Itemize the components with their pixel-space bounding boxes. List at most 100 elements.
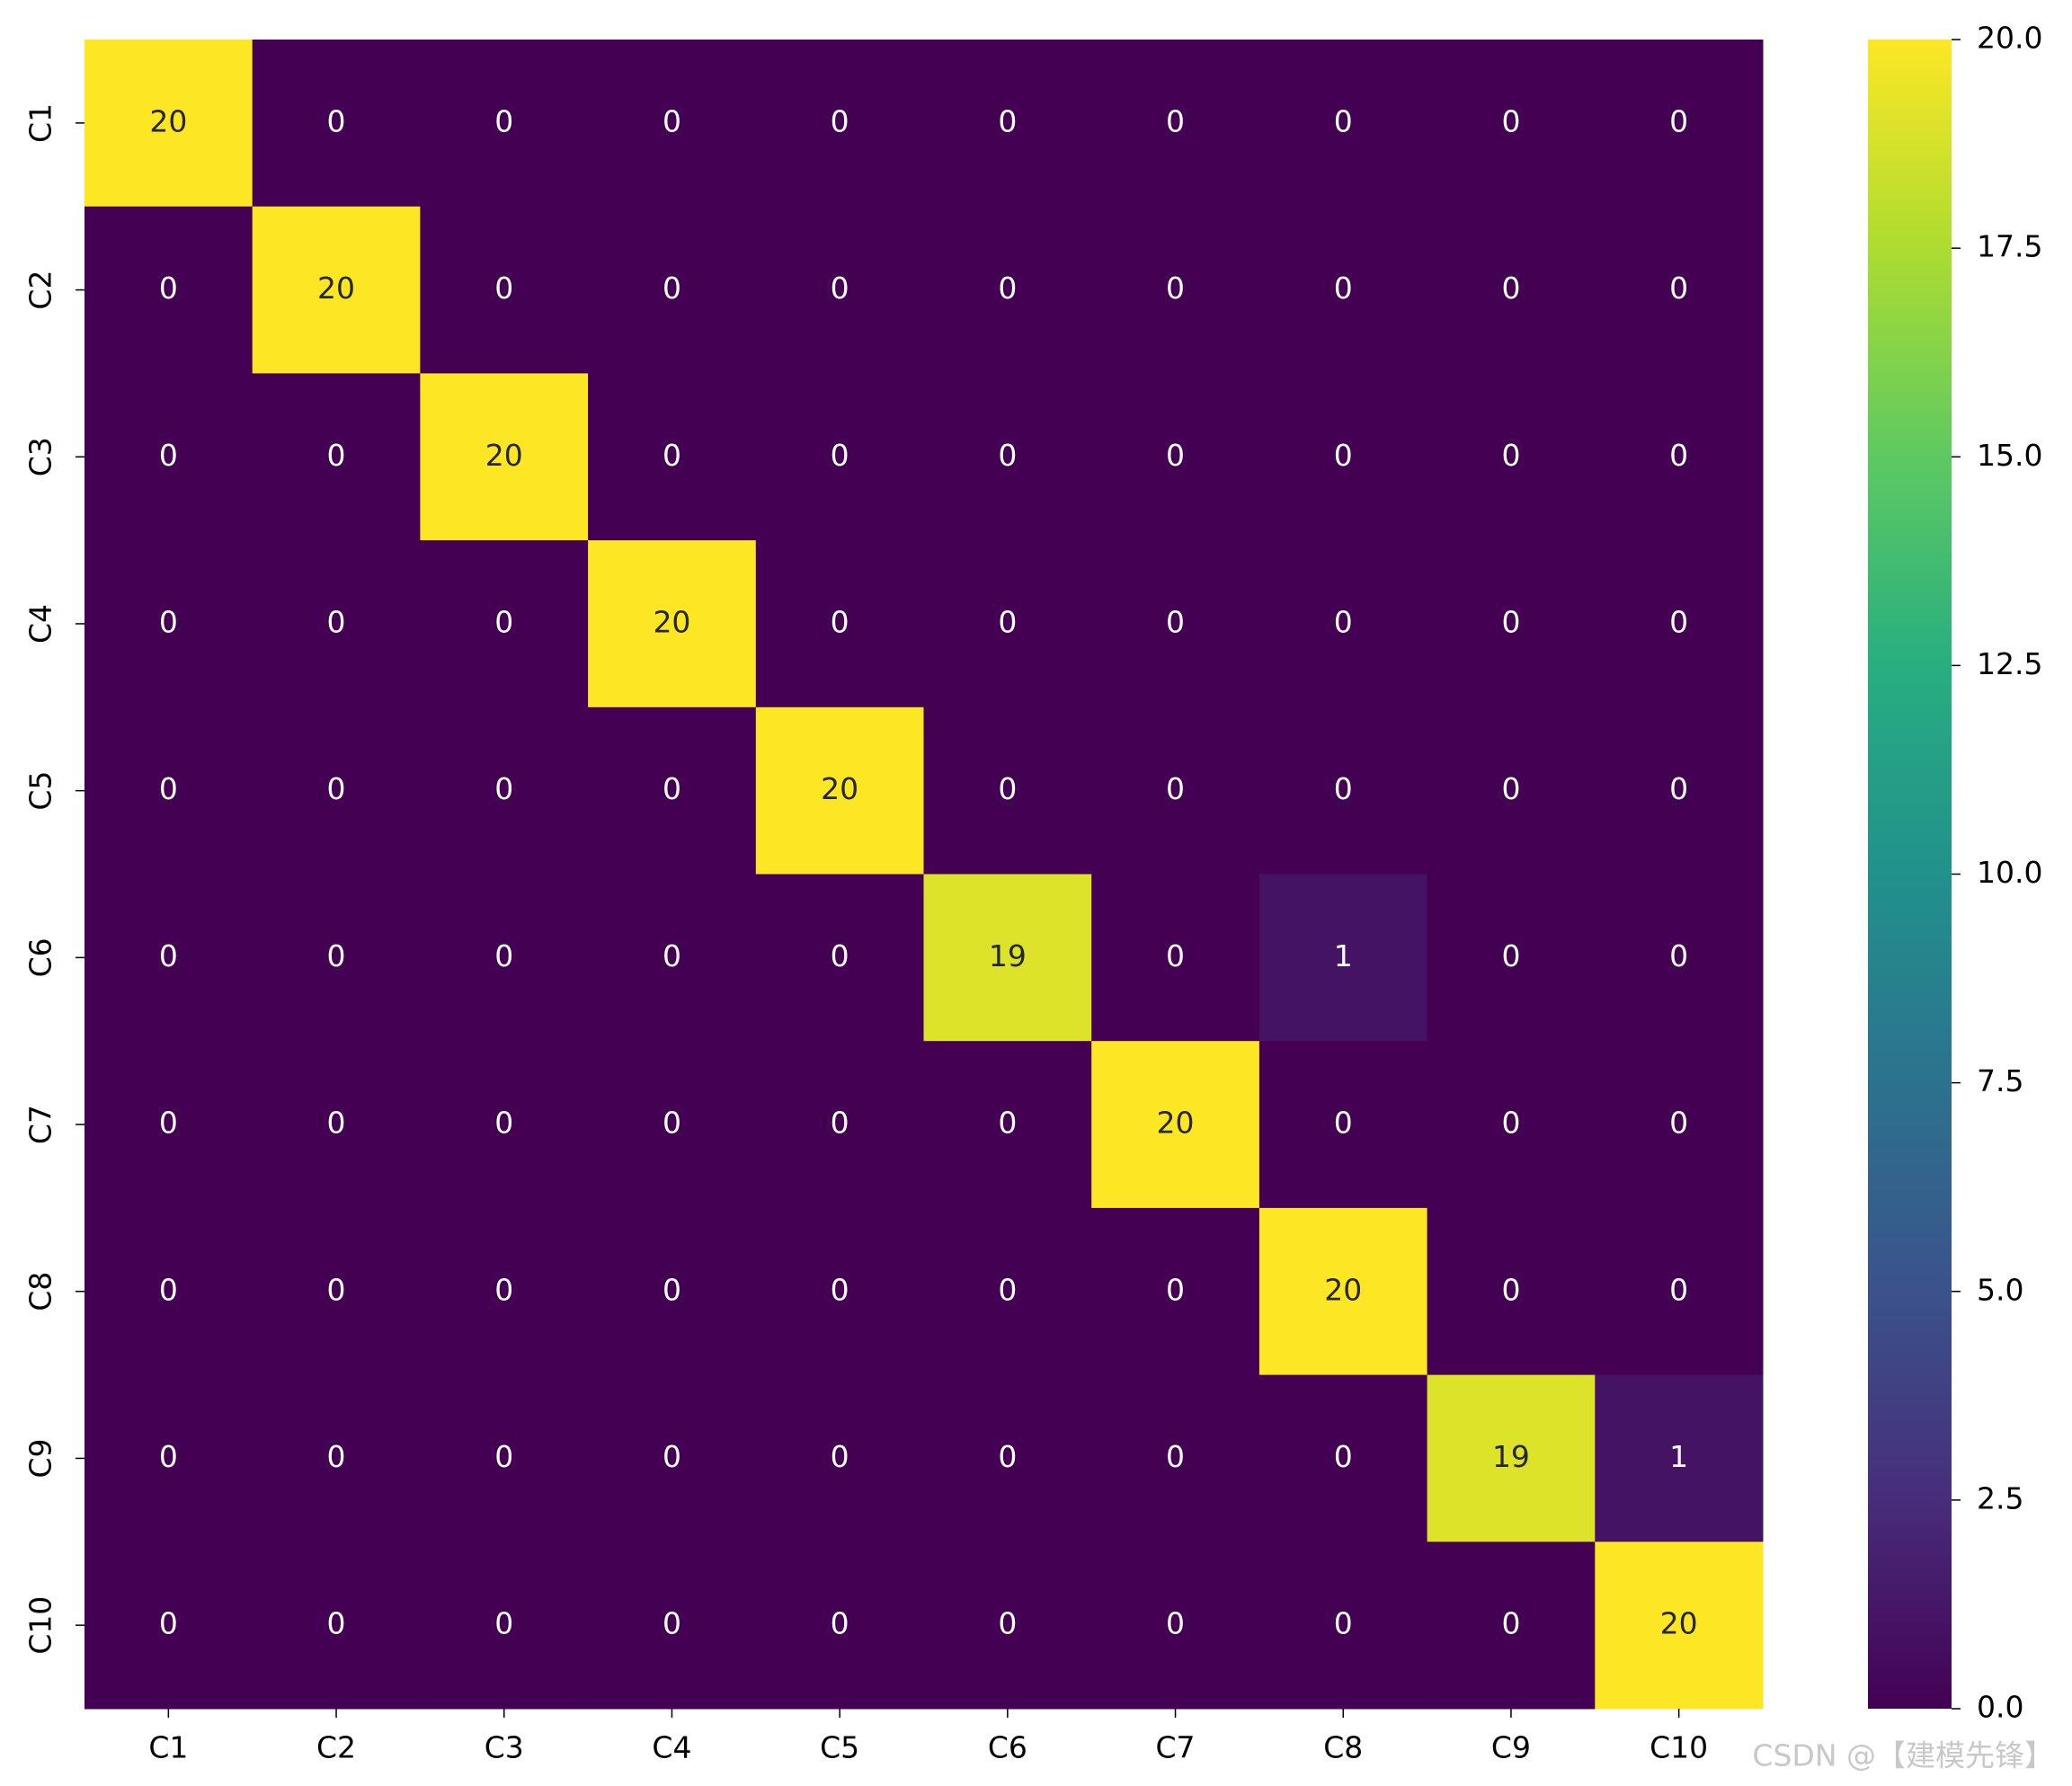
x-tick-label: C2 <box>316 1730 356 1765</box>
heatmap-cell <box>755 874 924 1042</box>
heatmap-cell <box>1091 1374 1260 1542</box>
heatmap-cell <box>1258 373 1428 541</box>
heatmap-cell <box>420 373 589 541</box>
heatmap-cell <box>420 1207 589 1376</box>
heatmap-cell <box>1427 1041 1596 1209</box>
heatmap-cell <box>755 206 924 374</box>
heatmap-cell <box>1091 1542 1260 1710</box>
heatmap-cell <box>252 1542 421 1710</box>
cell-label: 0 <box>1501 771 1520 806</box>
cell-label: 0 <box>327 771 346 806</box>
cell-label: 0 <box>831 604 849 639</box>
cell-label: 0 <box>327 604 346 639</box>
cell-label: 0 <box>1334 271 1353 306</box>
cell-label: 0 <box>998 1606 1017 1641</box>
cell-label: 19 <box>989 938 1027 973</box>
heatmap-cell <box>755 1542 924 1710</box>
cell-label: 0 <box>494 1606 513 1641</box>
cell-label: 0 <box>494 938 513 973</box>
cell-label: 0 <box>327 1272 346 1307</box>
heatmap-cell <box>1595 373 1764 541</box>
heatmap-cell <box>1091 373 1260 541</box>
cell-label: 0 <box>159 771 178 806</box>
cell-label: 1 <box>1669 1439 1688 1474</box>
heatmap-cell <box>923 1374 1092 1542</box>
x-tick-label: C9 <box>1491 1730 1531 1765</box>
colorbar-tick-label: 10.0 <box>1977 855 2042 890</box>
cell-label: 0 <box>159 938 178 973</box>
cell-label: 0 <box>494 1106 513 1141</box>
colorbar-tick-label: 17.5 <box>1977 229 2042 264</box>
heatmap-cell <box>1595 206 1764 374</box>
heatmap-cell <box>84 1542 253 1710</box>
cell-label: 20 <box>821 771 858 806</box>
cell-label: 0 <box>998 771 1017 806</box>
heatmap-cell <box>923 373 1092 541</box>
cell-label: 0 <box>1501 103 1520 138</box>
heatmap-cell <box>923 874 1092 1042</box>
cell-label: 0 <box>663 1106 681 1141</box>
heatmap-cell <box>755 40 924 208</box>
cell-label: 0 <box>831 1272 849 1307</box>
cell-label: 0 <box>998 604 1017 639</box>
cell-label: 0 <box>1669 271 1688 306</box>
heatmap-cell <box>1595 1542 1764 1710</box>
cell-label: 0 <box>327 1439 346 1474</box>
cell-label: 0 <box>494 604 513 639</box>
heatmap-cell <box>1595 1041 1764 1209</box>
cell-label: 0 <box>998 271 1017 306</box>
cell-label: 0 <box>998 1106 1017 1141</box>
y-tick-label: C8 <box>23 1272 58 1311</box>
heatmap-cell <box>588 206 757 374</box>
cell-label: 0 <box>327 1606 346 1641</box>
heatmap-cell <box>1258 1207 1428 1376</box>
cell-label: 20 <box>485 438 523 473</box>
heatmap-cell <box>588 1207 757 1376</box>
cell-label: 0 <box>831 271 849 306</box>
colorbar-tick-label: 15.0 <box>1977 438 2042 473</box>
colorbar-tick-label: 5.0 <box>1977 1272 2023 1307</box>
cell-label: 0 <box>1334 771 1353 806</box>
heatmap-cell <box>1091 540 1260 708</box>
colorbar-tick-label: 0.0 <box>1977 1690 2023 1725</box>
cell-label: 0 <box>1501 1106 1520 1141</box>
heatmap-cell <box>1258 1041 1428 1209</box>
y-tick-label: C9 <box>23 1438 58 1478</box>
cell-label: 0 <box>663 771 681 806</box>
cell-label: 0 <box>1334 1439 1353 1474</box>
cell-label: 0 <box>1166 438 1185 473</box>
heatmap-cell <box>923 206 1092 374</box>
cell-label: 0 <box>1334 1106 1353 1141</box>
cell-label: 0 <box>494 771 513 806</box>
cell-label: 0 <box>494 1272 513 1307</box>
heatmap-cell <box>84 874 253 1042</box>
cell-label: 0 <box>159 604 178 639</box>
y-tick-label: C7 <box>23 1105 58 1144</box>
heatmap-cell <box>1091 1041 1260 1209</box>
cell-label: 0 <box>1669 771 1688 806</box>
heatmap-cell <box>1427 540 1596 708</box>
heatmap-cell <box>84 206 253 374</box>
heatmap-cell <box>1258 1374 1428 1542</box>
heatmap-cell <box>84 1374 253 1542</box>
heatmap-cell <box>1427 40 1596 208</box>
heatmap-cell <box>252 540 421 708</box>
cell-label: 0 <box>663 103 681 138</box>
colorbar-tick-label: 7.5 <box>1977 1063 2023 1098</box>
cell-label: 0 <box>1501 271 1520 306</box>
heatmap-cell <box>588 373 757 541</box>
cell-label: 0 <box>663 438 681 473</box>
cell-label: 0 <box>663 1439 681 1474</box>
cell-label: 0 <box>494 103 513 138</box>
cell-label: 0 <box>159 1272 178 1307</box>
cell-label: 0 <box>998 103 1017 138</box>
cell-label: 0 <box>998 438 1017 473</box>
colorbar-tick-label: 2.5 <box>1977 1480 2023 1515</box>
heatmap-cell <box>588 1542 757 1710</box>
heatmap-cell <box>755 1207 924 1376</box>
heatmap-cell <box>923 1542 1092 1710</box>
cell-label: 0 <box>1166 604 1185 639</box>
cell-label: 0 <box>1669 604 1688 639</box>
cell-label: 0 <box>494 1439 513 1474</box>
x-tick-label: C5 <box>820 1730 859 1765</box>
